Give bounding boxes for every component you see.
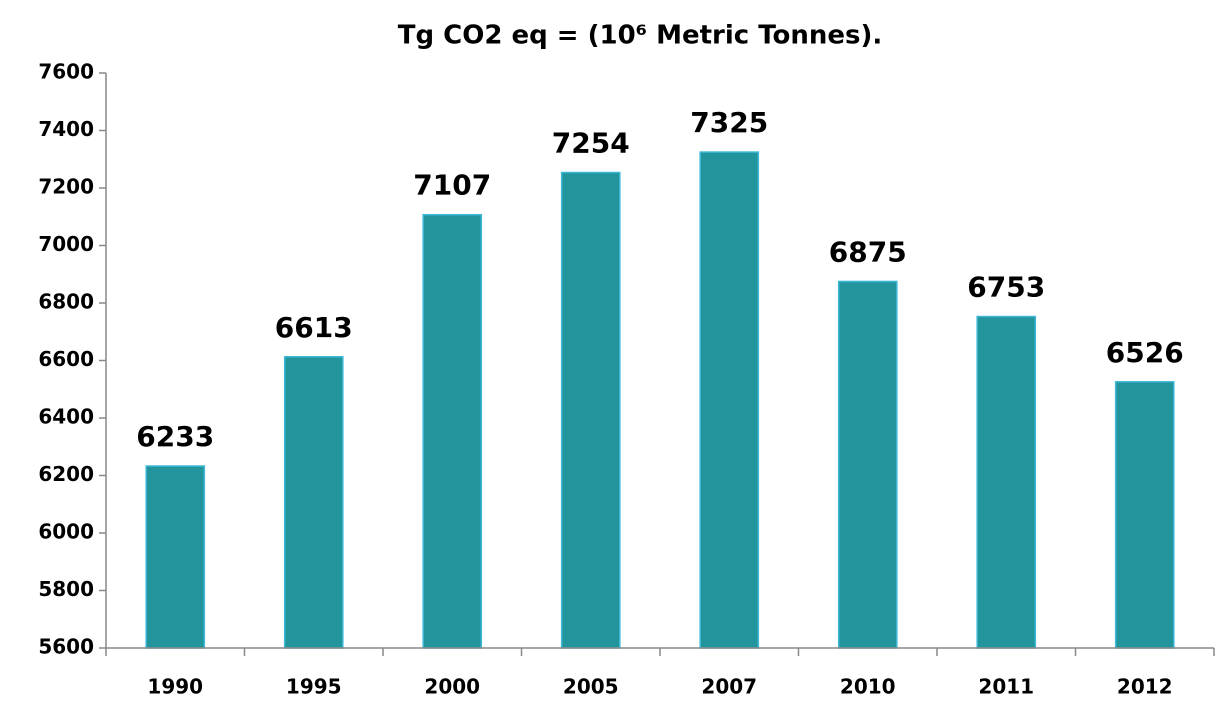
chart-title: Tg CO2 eq = (10⁶ Metric Tonnes). bbox=[398, 21, 883, 51]
data-label: 6526 bbox=[1106, 336, 1184, 369]
x-tick-label: 1995 bbox=[286, 675, 342, 699]
y-tick-label: 6800 bbox=[38, 290, 94, 314]
x-tick-label: 2000 bbox=[424, 675, 480, 699]
x-tick-label: 1990 bbox=[147, 675, 203, 699]
y-tick-label: 6000 bbox=[38, 520, 94, 544]
y-tick-label: 7400 bbox=[38, 117, 94, 141]
x-tick-label: 2011 bbox=[978, 675, 1034, 699]
bar bbox=[145, 465, 206, 649]
x-tick-label: 2010 bbox=[840, 675, 896, 699]
x-tick-label: 2005 bbox=[563, 675, 619, 699]
data-label: 6875 bbox=[829, 235, 907, 268]
y-tick-label: 6200 bbox=[38, 462, 94, 486]
y-tick-label: 7200 bbox=[38, 175, 94, 199]
y-tick-label: 5800 bbox=[38, 577, 94, 601]
bar bbox=[560, 171, 621, 649]
x-tick-label: 2012 bbox=[1117, 675, 1173, 699]
y-tick-label: 7000 bbox=[38, 232, 94, 256]
y-tick-label: 6600 bbox=[38, 347, 94, 371]
data-label: 6753 bbox=[967, 271, 1045, 304]
bar bbox=[1114, 381, 1175, 649]
y-tick-label: 5600 bbox=[38, 635, 94, 659]
bar bbox=[283, 356, 344, 649]
data-label: 7325 bbox=[690, 106, 768, 139]
bar bbox=[699, 151, 760, 649]
data-label: 6233 bbox=[136, 420, 214, 453]
x-tick-label: 2007 bbox=[701, 675, 757, 699]
data-label: 7107 bbox=[413, 169, 491, 202]
y-tick-label: 7600 bbox=[38, 60, 94, 84]
bar bbox=[976, 315, 1037, 649]
data-label: 6613 bbox=[275, 311, 353, 344]
y-tick-label: 6400 bbox=[38, 405, 94, 429]
bar bbox=[837, 280, 898, 649]
bar bbox=[422, 213, 483, 649]
data-label: 7254 bbox=[552, 126, 630, 159]
